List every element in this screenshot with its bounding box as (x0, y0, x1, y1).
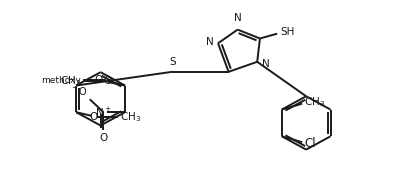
Text: CH$_3$: CH$_3$ (59, 74, 81, 88)
Text: O: O (99, 133, 108, 143)
Text: CH$_3$: CH$_3$ (305, 95, 326, 109)
Text: CH$_3$: CH$_3$ (120, 110, 141, 124)
Text: O: O (103, 76, 112, 86)
Text: $^-$O: $^-$O (70, 85, 88, 97)
Text: Cl: Cl (305, 137, 316, 150)
Text: methoxy: methoxy (41, 76, 81, 85)
Text: SH: SH (280, 27, 295, 37)
Text: N: N (206, 37, 213, 47)
Text: O: O (90, 112, 98, 122)
Text: N: N (234, 13, 241, 23)
Text: N: N (262, 59, 270, 69)
Text: O: O (94, 75, 103, 85)
Text: S: S (169, 57, 176, 67)
Text: N$^+$: N$^+$ (95, 106, 112, 119)
